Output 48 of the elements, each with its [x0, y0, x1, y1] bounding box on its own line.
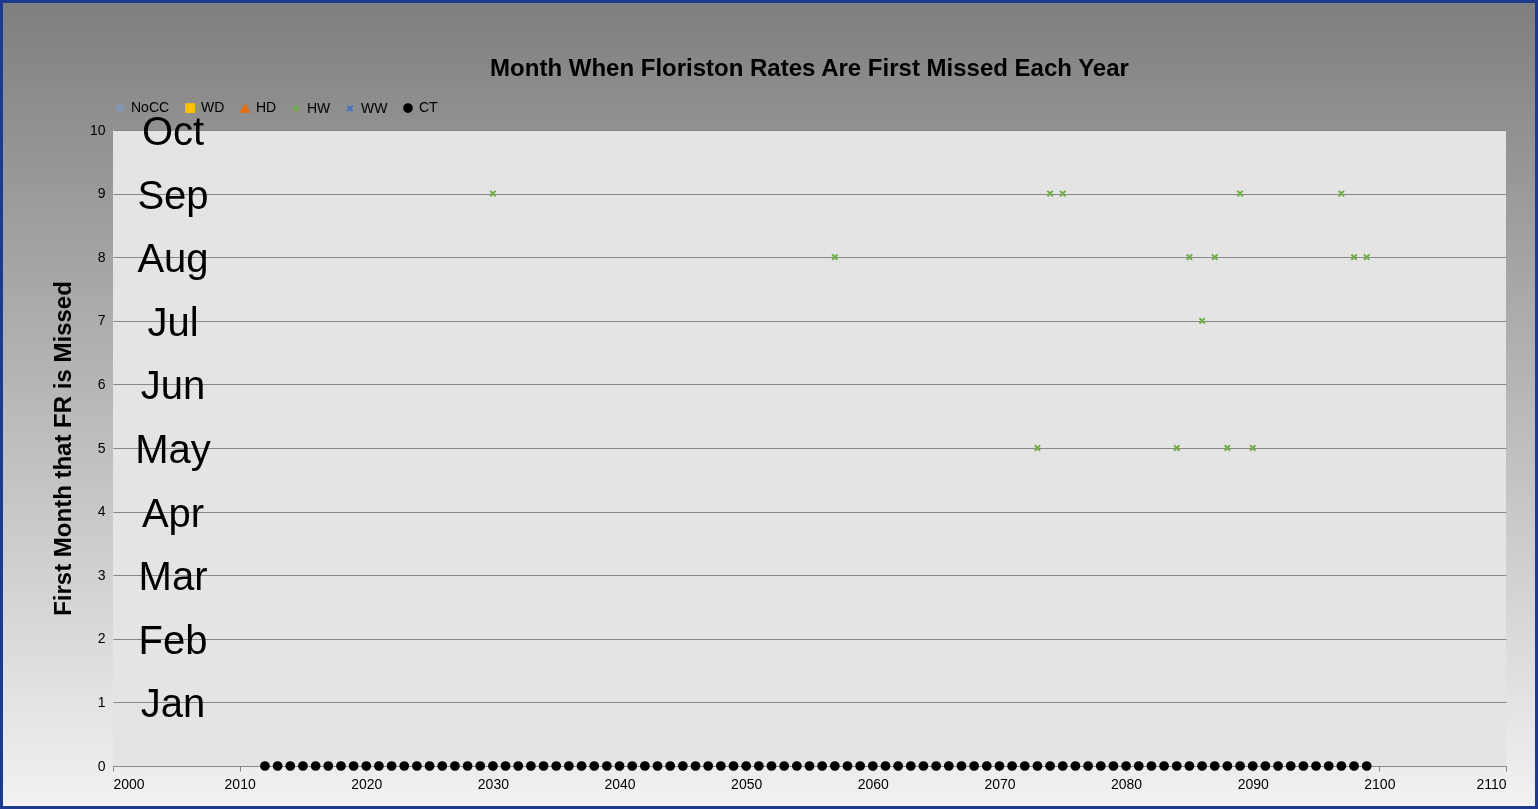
x-tick-label: 2070: [984, 775, 1016, 792]
x-tick-label: 2030: [477, 775, 510, 792]
y-tick-label: 7: [97, 312, 106, 329]
point: [1198, 317, 1206, 325]
y-tick-label: 10: [89, 121, 106, 138]
x-tick-label: 2100: [1364, 775, 1396, 792]
annotation: Jul: [147, 299, 199, 344]
y-tick-label: 0: [97, 757, 106, 774]
point: [1059, 189, 1067, 198]
annotation: Jun: [140, 363, 206, 408]
x-tick-label: 2080: [1111, 775, 1143, 792]
annotation: Aug: [137, 236, 209, 281]
legend-label: WD: [201, 99, 225, 116]
legend-label: HD: [256, 99, 277, 116]
annotation: Sep: [137, 172, 209, 217]
y-tick-label: 2: [97, 630, 106, 647]
y-tick-label: 4: [97, 503, 106, 520]
y-tick-label: 6: [97, 375, 106, 392]
point: [1249, 444, 1257, 452]
legend-label: HW: [307, 99, 332, 116]
point: [1337, 189, 1346, 198]
x-tick-label: 2010: [224, 775, 256, 792]
y-tick-label: 1: [97, 693, 106, 710]
y-tick-label: 5: [97, 439, 106, 456]
annotation: Apr: [141, 490, 205, 535]
annotation: Mar: [138, 554, 208, 599]
annotation: Feb: [138, 617, 208, 662]
x-tick-label: 2110: [1476, 775, 1507, 792]
legend-label: WW: [361, 99, 389, 116]
y-axis-title: First Month that FR is Missed: [48, 281, 76, 616]
x-tick-label: 2060: [857, 775, 890, 792]
legend-label: CT: [419, 99, 439, 116]
point: [1223, 444, 1232, 452]
y-tick-label: 8: [97, 248, 106, 265]
x-tick-label: 2020: [351, 775, 383, 792]
point: [1350, 253, 1358, 261]
y-tick-label: 9: [97, 185, 106, 202]
x-tick-label: 2000: [113, 775, 145, 792]
annotation: May: [135, 427, 211, 471]
x-tick-label: 2040: [604, 775, 636, 792]
annotation: Jan: [140, 681, 206, 726]
point: [1185, 253, 1194, 261]
chart-title: Month When Floriston Rates Are First Missed Each Year: [490, 54, 1129, 81]
y-tick-label: 3: [97, 566, 106, 583]
x-tick-label: 2050: [731, 775, 763, 792]
point: [1173, 444, 1181, 452]
x-tick-label: 2090: [1237, 775, 1270, 792]
point: [831, 253, 839, 261]
